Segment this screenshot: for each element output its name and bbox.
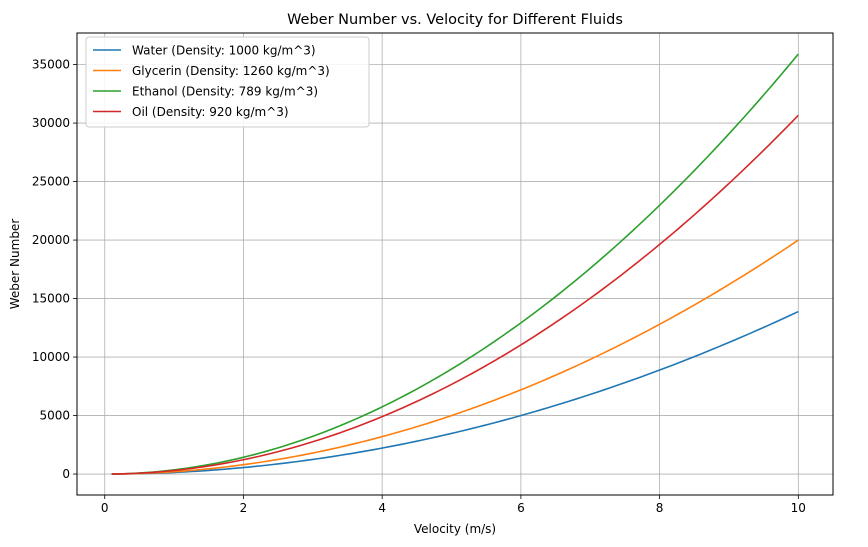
y-tick-label: 35000	[32, 58, 70, 72]
legend-label-water: Water (Density: 1000 kg/m^3)	[132, 44, 316, 58]
series-line-ethanol	[111, 53, 799, 475]
x-axis-label: Velocity (m/s)	[414, 522, 496, 536]
x-tick-label: 4	[378, 501, 386, 515]
y-tick-label: 25000	[32, 175, 70, 189]
plot-frame	[76, 32, 834, 496]
y-axis-label: Weber Number	[8, 219, 22, 310]
series-line-water	[111, 310, 799, 475]
x-tick-label: 2	[240, 501, 248, 515]
y-tick-label: 20000	[32, 233, 70, 247]
x-tick-label: 6	[517, 501, 525, 515]
y-tick-label: 15000	[32, 292, 70, 306]
y-tick-label: 5000	[39, 409, 70, 423]
axis-ticks: 0 2 4 6 8 10 0 5000 10000 15000 20000 25000 30000 350…	[32, 58, 806, 515]
series-lines	[111, 53, 799, 475]
legend-label-oil: Oil (Density: 920 kg/m^3)	[132, 105, 289, 119]
chart-title: Weber Number vs. Velocity for Different …	[287, 12, 623, 28]
legend-box	[85, 36, 370, 128]
y-tick-label: 10000	[32, 350, 70, 364]
legend: Water (Density: 1000 kg/m^3) Glycerin (De…	[85, 36, 370, 128]
grid	[77, 33, 833, 495]
y-tick-label: 0	[62, 467, 70, 481]
x-tick-label: 10	[791, 501, 806, 515]
legend-label-ethanol: Ethanol (Density: 789 kg/m^3)	[132, 85, 318, 99]
series-line-glycerin	[111, 239, 799, 475]
y-tick-label: 30000	[32, 116, 70, 130]
series-line-oil	[111, 114, 799, 475]
legend-label-glycerin: Glycerin (Density: 1260 kg/m^3)	[132, 64, 330, 78]
x-tick-label: 0	[101, 501, 109, 515]
x-tick-label: 8	[656, 501, 664, 515]
